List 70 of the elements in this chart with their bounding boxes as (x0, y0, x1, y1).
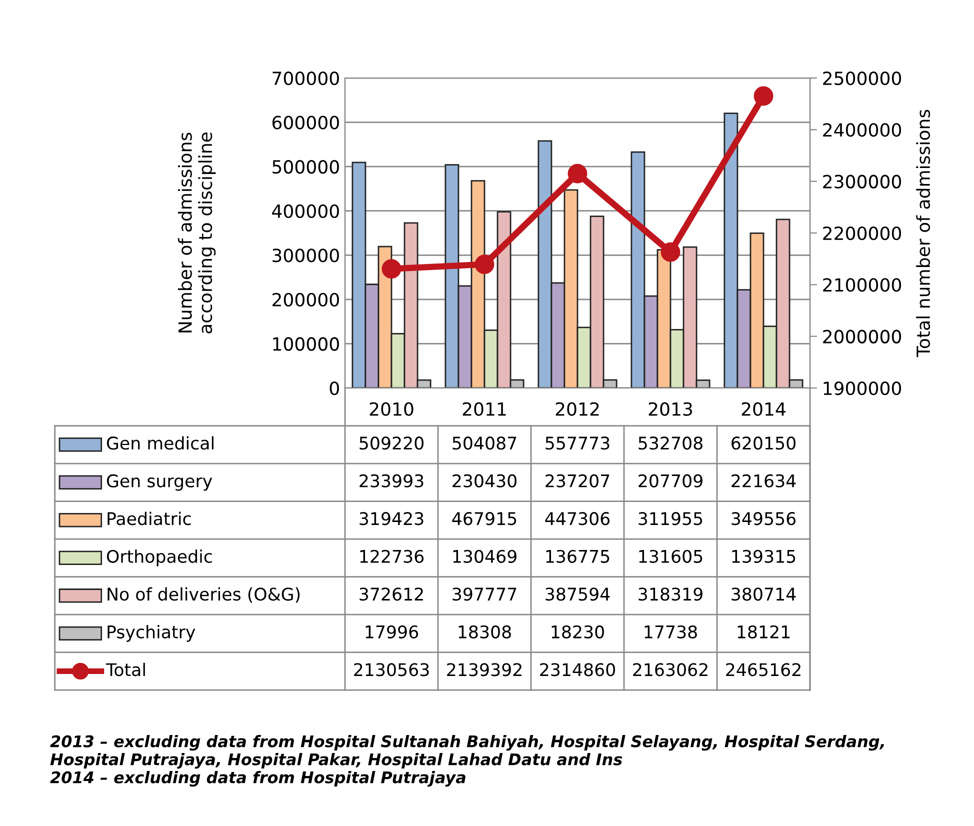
data-label: 2163062 (633, 663, 708, 676)
data-label: 504087 (452, 436, 516, 450)
y-tick-label: 400000 (272, 204, 339, 218)
data-label: 557773 (546, 436, 610, 450)
y-tick-label: 500000 (272, 160, 339, 174)
point (568, 164, 588, 184)
text: 2013 – excluding data from Hospital Sultanah Bahiyah, Hospital Selayang, Hospital Serdang, Hospital Putrajaya, Hospital Pakar, Hospital Lahad Datu and Ins 2014 – excluding data from Hospital Putrajaya (50, 735, 884, 787)
legend-label: Psychiatry (108, 625, 196, 642)
y-axis-title: Number of admissions according to discipline (178, 132, 216, 334)
data-label: 372612 (360, 588, 423, 601)
y-tick-label: 700000 (272, 71, 339, 86)
y2-tick-label: 2100000 (823, 278, 902, 292)
data-label: 387594 (546, 588, 610, 601)
y2-tick-label: 2400000 (823, 123, 902, 137)
data-label: 620150 (732, 436, 796, 450)
data-label: 17738 (644, 625, 697, 638)
data-label: 139315 (732, 550, 796, 563)
data-label: 397777 (452, 588, 516, 601)
data-label: 237207 (546, 474, 610, 488)
data-label: 221634 (732, 474, 796, 488)
y-tick-label: 0 (330, 381, 339, 396)
x-tick-label: 2012 (556, 402, 599, 416)
legend-label: Gen surgery (106, 474, 212, 491)
x-tick-label: 2013 (648, 402, 692, 416)
x-tick-label: 2011 (462, 402, 506, 416)
data-label: 2465162 (726, 663, 800, 676)
data-label: 509220 (360, 436, 424, 450)
data-label: 131605 (639, 550, 702, 563)
point (382, 259, 402, 279)
point (474, 254, 494, 274)
data-label: 447306 (545, 512, 610, 526)
legend-label: Orthopaedic (106, 550, 212, 566)
data-label: 18121 (738, 625, 790, 638)
y2-tick-label: 2200000 (823, 226, 902, 240)
y-tick-label: 100000 (273, 337, 339, 351)
data-label: 18308 (458, 625, 511, 638)
y2-axis-title: Total number of admissions (916, 110, 930, 358)
point (754, 86, 774, 106)
data-label: 380714 (732, 588, 796, 601)
data-label: 230430 (452, 474, 516, 488)
y2-tick-label: 2300000 (823, 174, 902, 188)
data-label: 207709 (638, 474, 702, 488)
data-label: 18230 (552, 625, 604, 638)
data-label: 122736 (360, 550, 424, 563)
data-label: 319423 (360, 512, 424, 526)
data-label: 136775 (546, 550, 610, 563)
x-tick-label: 2014 (742, 402, 786, 416)
y2-tick-label: 2000000 (823, 330, 902, 344)
data-label: 318319 (638, 588, 702, 601)
y-tick-label: 300000 (272, 248, 339, 262)
data-label: 2130563 (354, 663, 429, 676)
legend-label: No of deliveries (O&G) (108, 587, 300, 603)
y2-tick-label: 2500000 (823, 71, 902, 86)
data-label: 532708 (638, 436, 702, 450)
data-label: 349556 (732, 512, 796, 526)
data-label: 233993 (360, 474, 424, 488)
data-label: 311955 (638, 512, 702, 526)
data-label: 467915 (452, 512, 516, 526)
data-label: 17996 (366, 625, 418, 638)
data-label: 130469 (453, 550, 516, 563)
legend-label: Total (106, 662, 145, 676)
y-tick-label: 200000 (272, 292, 339, 307)
y-tick-label: 600000 (272, 116, 339, 130)
x-tick-label: 2010 (370, 402, 414, 416)
legend-label: Gen medical (106, 436, 214, 450)
data-label: 2314860 (540, 663, 616, 676)
data-label: 2139392 (447, 663, 522, 676)
y2-tick-label: 1900000 (824, 381, 902, 396)
point (660, 242, 680, 262)
legend-label: Paediatric (108, 512, 191, 526)
